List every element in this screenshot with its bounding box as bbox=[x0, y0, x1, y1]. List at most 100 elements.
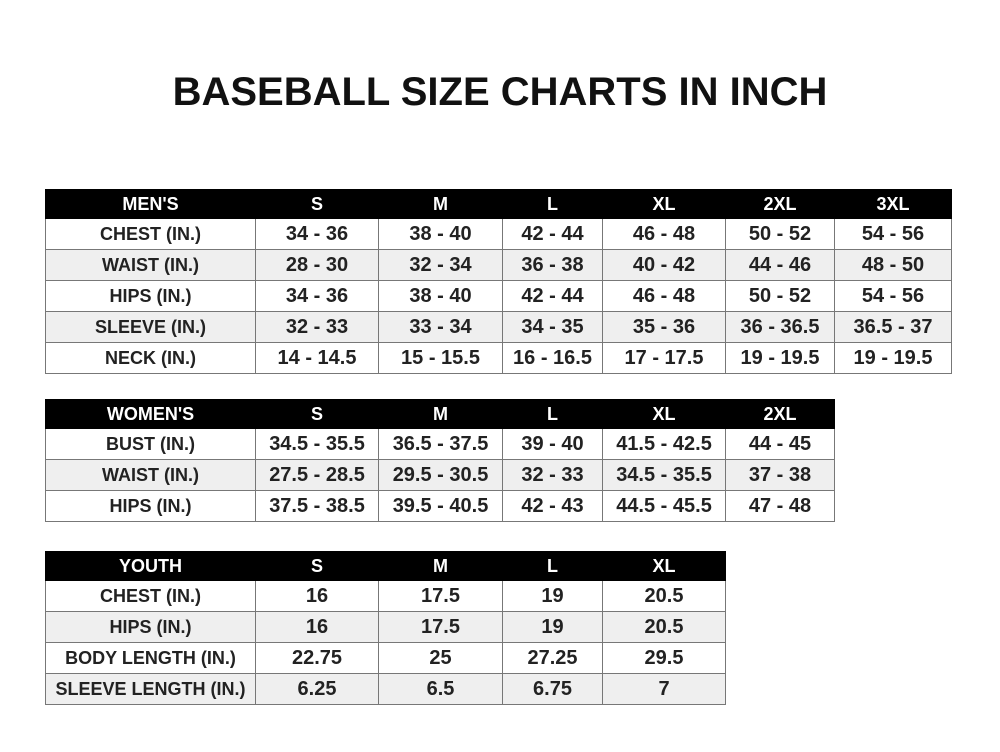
measurement-value: 50 - 52 bbox=[725, 218, 835, 250]
size-column-header: L bbox=[502, 399, 603, 429]
measurement-value: 17.5 bbox=[378, 580, 503, 612]
measurement-value: 15 - 15.5 bbox=[378, 342, 503, 374]
measurement-value: 41.5 - 42.5 bbox=[602, 428, 726, 460]
size-column-header: M bbox=[378, 551, 503, 581]
measurement-value: 27.5 - 28.5 bbox=[255, 459, 379, 491]
measurement-value: 42 - 44 bbox=[502, 218, 603, 250]
size-column-header: 2XL bbox=[725, 399, 835, 429]
measurement-value: 32 - 34 bbox=[378, 249, 503, 281]
measurement-value: 27.25 bbox=[502, 642, 603, 674]
table-row: WAIST (IN.) 27.5 - 28.5 29.5 - 30.5 32 - 33… bbox=[45, 459, 835, 491]
measurement-value: 7 bbox=[602, 673, 726, 705]
measurement-value: 39 - 40 bbox=[502, 428, 603, 460]
measurement-value: 6.75 bbox=[502, 673, 603, 705]
table-category-header: MEN'S bbox=[45, 189, 256, 219]
measurement-label: WAIST (IN.) bbox=[45, 459, 256, 491]
measurement-value: 38 - 40 bbox=[378, 280, 503, 312]
table-row: HIPS (IN.) 37.5 - 38.5 39.5 - 40.5 42 - 43 4… bbox=[45, 490, 835, 522]
measurement-value: 32 - 33 bbox=[502, 459, 603, 491]
measurement-label: CHEST (IN.) bbox=[45, 218, 256, 250]
measurement-label: SLEEVE LENGTH (IN.) bbox=[45, 673, 256, 705]
table-row: SLEEVE LENGTH (IN.) 6.25 6.5 6.75 7 bbox=[45, 673, 726, 705]
size-column-header: M bbox=[378, 189, 503, 219]
measurement-value: 32 - 33 bbox=[255, 311, 379, 343]
measurement-value: 25 bbox=[378, 642, 503, 674]
table-row: HIPS (IN.) 34 - 36 38 - 40 42 - 44 46 - 48 50… bbox=[45, 280, 952, 312]
measurement-value: 6.25 bbox=[255, 673, 379, 705]
measurement-label: HIPS (IN.) bbox=[45, 490, 256, 522]
table-category-header: YOUTH bbox=[45, 551, 256, 581]
measurement-value: 42 - 44 bbox=[502, 280, 603, 312]
measurement-value: 29.5 - 30.5 bbox=[378, 459, 503, 491]
measurement-value: 34.5 - 35.5 bbox=[255, 428, 379, 460]
measurement-value: 14 - 14.5 bbox=[255, 342, 379, 374]
measurement-label: BODY LENGTH (IN.) bbox=[45, 642, 256, 674]
table-row: HIPS (IN.) 16 17.5 19 20.5 bbox=[45, 611, 726, 643]
size-column-header: XL bbox=[602, 551, 726, 581]
measurement-value: 54 - 56 bbox=[834, 280, 952, 312]
measurement-value: 22.75 bbox=[255, 642, 379, 674]
table-row: SLEEVE (IN.) 32 - 33 33 - 34 34 - 35 35 - 36… bbox=[45, 311, 952, 343]
measurement-label: CHEST (IN.) bbox=[45, 580, 256, 612]
table-header-row: WOMEN'S S M L XL 2XL bbox=[45, 399, 835, 429]
measurement-value: 37.5 - 38.5 bbox=[255, 490, 379, 522]
youth-size-table: YOUTH S M L XL CHEST (IN.) 16 17.5 19 20.5 HIPS (I… bbox=[45, 551, 726, 705]
measurement-label: BUST (IN.) bbox=[45, 428, 256, 460]
measurement-value: 34 - 36 bbox=[255, 280, 379, 312]
table-row: NECK (IN.) 14 - 14.5 15 - 15.5 16 - 16.5 17 … bbox=[45, 342, 952, 374]
measurement-value: 37 - 38 bbox=[725, 459, 835, 491]
measurement-value: 29.5 bbox=[602, 642, 726, 674]
measurement-value: 44.5 - 45.5 bbox=[602, 490, 726, 522]
measurement-label: WAIST (IN.) bbox=[45, 249, 256, 281]
size-column-header: M bbox=[378, 399, 503, 429]
measurement-label: HIPS (IN.) bbox=[45, 611, 256, 643]
measurement-value: 6.5 bbox=[378, 673, 503, 705]
table-category-header: WOMEN'S bbox=[45, 399, 256, 429]
size-column-header: XL bbox=[602, 189, 726, 219]
measurement-value: 38 - 40 bbox=[378, 218, 503, 250]
measurement-value: 34 - 36 bbox=[255, 218, 379, 250]
measurement-value: 28 - 30 bbox=[255, 249, 379, 281]
size-column-header: S bbox=[255, 399, 379, 429]
measurement-value: 47 - 48 bbox=[725, 490, 835, 522]
table-row: BODY LENGTH (IN.) 22.75 25 27.25 29.5 bbox=[45, 642, 726, 674]
table-row: WAIST (IN.) 28 - 30 32 - 34 36 - 38 40 - 42 4… bbox=[45, 249, 952, 281]
measurement-value: 35 - 36 bbox=[602, 311, 726, 343]
measurement-value: 48 - 50 bbox=[834, 249, 952, 281]
table-row: BUST (IN.) 34.5 - 35.5 36.5 - 37.5 39 - 40 4… bbox=[45, 428, 835, 460]
measurement-value: 40 - 42 bbox=[602, 249, 726, 281]
measurement-value: 19 - 19.5 bbox=[834, 342, 952, 374]
table-header-row: MEN'S S M L XL 2XL 3XL bbox=[45, 189, 952, 219]
measurement-label: NECK (IN.) bbox=[45, 342, 256, 374]
measurement-value: 44 - 46 bbox=[725, 249, 835, 281]
measurement-value: 36 - 38 bbox=[502, 249, 603, 281]
size-column-header: L bbox=[502, 189, 603, 219]
measurement-value: 16 bbox=[255, 580, 379, 612]
measurement-value: 34 - 35 bbox=[502, 311, 603, 343]
size-column-header: L bbox=[502, 551, 603, 581]
size-column-header: S bbox=[255, 189, 379, 219]
measurement-value: 19 - 19.5 bbox=[725, 342, 835, 374]
page-title: BASEBALL SIZE CHARTS IN INCH bbox=[172, 70, 828, 114]
size-column-header: XL bbox=[602, 399, 726, 429]
measurement-value: 19 bbox=[502, 580, 603, 612]
measurement-value: 17 - 17.5 bbox=[602, 342, 726, 374]
size-column-header: 3XL bbox=[834, 189, 952, 219]
measurement-value: 46 - 48 bbox=[602, 280, 726, 312]
measurement-value: 34.5 - 35.5 bbox=[602, 459, 726, 491]
measurement-value: 17.5 bbox=[378, 611, 503, 643]
measurement-label: HIPS (IN.) bbox=[45, 280, 256, 312]
measurement-value: 46 - 48 bbox=[602, 218, 726, 250]
measurement-value: 19 bbox=[502, 611, 603, 643]
womens-size-table: WOMEN'S S M L XL 2XL BUST (IN.) 34.5 - 35.5 36.5… bbox=[45, 399, 835, 522]
measurement-value: 33 - 34 bbox=[378, 311, 503, 343]
measurement-value: 54 - 56 bbox=[834, 218, 952, 250]
measurement-label: SLEEVE (IN.) bbox=[45, 311, 256, 343]
measurement-value: 50 - 52 bbox=[725, 280, 835, 312]
measurement-value: 36 - 36.5 bbox=[725, 311, 835, 343]
measurement-value: 20.5 bbox=[602, 580, 726, 612]
measurement-value: 42 - 43 bbox=[502, 490, 603, 522]
mens-size-table: MEN'S S M L XL 2XL 3XL CHEST (IN.) 34 - 36 38 - 4… bbox=[45, 189, 952, 374]
table-header-row: YOUTH S M L XL bbox=[45, 551, 726, 581]
measurement-value: 36.5 - 37 bbox=[834, 311, 952, 343]
